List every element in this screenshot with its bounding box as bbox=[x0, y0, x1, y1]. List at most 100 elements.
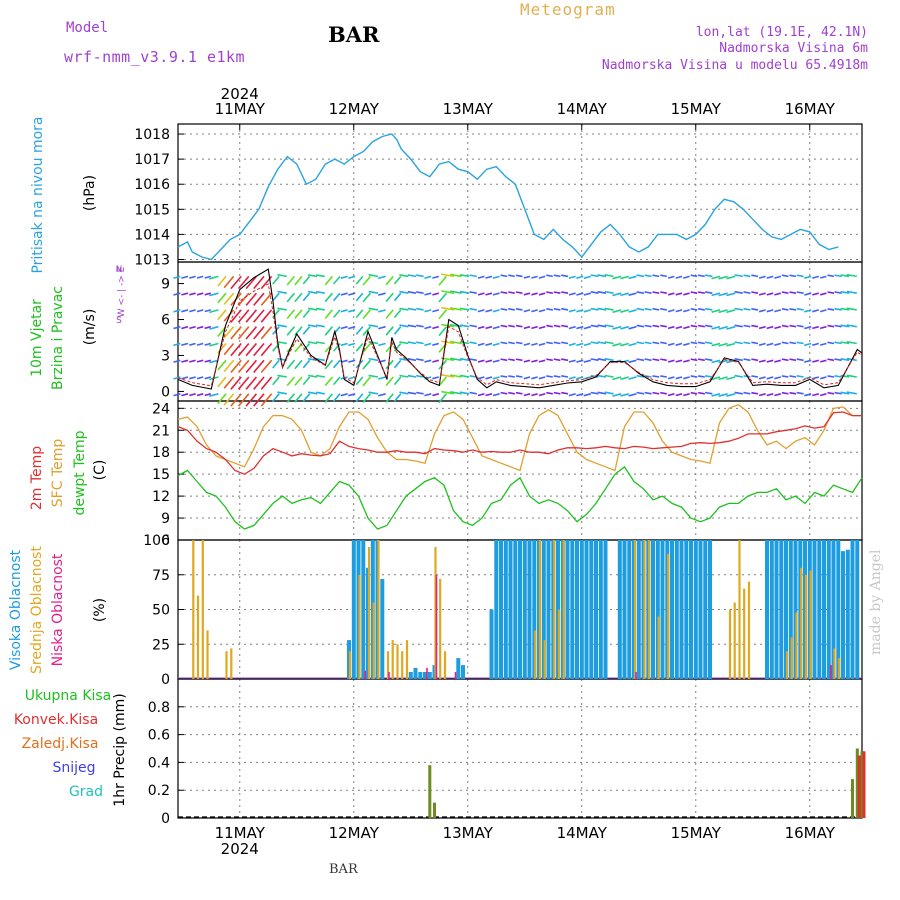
cloud-bar bbox=[594, 540, 598, 679]
wind-barb bbox=[796, 391, 804, 395]
y-tick-label: 3 bbox=[161, 348, 170, 364]
wind-barb bbox=[459, 374, 470, 378]
wind-unit: (m/s) bbox=[82, 309, 98, 346]
wind-barb bbox=[796, 341, 804, 345]
wind-barb bbox=[667, 359, 675, 363]
wind-barb bbox=[690, 358, 698, 362]
cloud-bar bbox=[689, 540, 693, 679]
cloud-bar bbox=[660, 540, 665, 679]
wind-barb bbox=[827, 324, 835, 328]
wind-barb bbox=[781, 274, 789, 278]
wind-barb bbox=[652, 358, 660, 362]
top-day-label: 12MAY bbox=[329, 100, 380, 118]
wind-barb bbox=[675, 359, 683, 363]
wind-barb bbox=[459, 307, 470, 311]
wind-barb bbox=[612, 393, 622, 397]
wind-barb bbox=[173, 325, 181, 330]
wind-barb bbox=[432, 309, 440, 313]
wind-barb bbox=[209, 275, 219, 280]
wind-barb bbox=[407, 374, 417, 378]
pressure-label: Pritisak na nivou mora bbox=[30, 116, 46, 273]
cloud-bar bbox=[518, 540, 522, 679]
wind-barb bbox=[546, 341, 553, 345]
precip-bar bbox=[860, 751, 864, 818]
y-tick-label: 1015 bbox=[134, 202, 170, 218]
precip-bar bbox=[428, 765, 432, 818]
wind-gust-line bbox=[177, 283, 863, 387]
wind-barb bbox=[820, 292, 827, 296]
wind-barb bbox=[340, 342, 348, 347]
pressure-unit: (hPa) bbox=[82, 175, 98, 211]
wind-barb bbox=[812, 376, 820, 380]
wind-barb bbox=[774, 359, 782, 363]
wind-barb bbox=[399, 357, 409, 362]
wind-barb bbox=[181, 342, 189, 346]
wind-barb bbox=[355, 292, 364, 302]
wind-barb bbox=[561, 274, 569, 278]
wind-barb bbox=[399, 307, 409, 311]
wind-barb bbox=[302, 359, 311, 369]
cloud-bar bbox=[426, 667, 428, 679]
cloud-bar bbox=[206, 630, 209, 679]
wind-barb bbox=[636, 374, 645, 378]
wind-barb bbox=[652, 274, 660, 278]
wind-barb bbox=[553, 341, 561, 345]
wind-barb bbox=[196, 292, 204, 296]
wind-barb bbox=[316, 274, 325, 278]
wind-barb bbox=[636, 307, 645, 311]
wind-barb bbox=[781, 341, 789, 345]
wind-barb bbox=[332, 292, 341, 302]
wind-barb bbox=[450, 307, 462, 311]
wind-barb bbox=[628, 275, 637, 280]
wind-barb bbox=[399, 324, 409, 328]
cloud-bar bbox=[565, 540, 570, 679]
wind-barb bbox=[812, 275, 820, 279]
cloud-bar bbox=[196, 595, 200, 679]
wind-barb bbox=[758, 292, 766, 296]
wind-barb bbox=[189, 275, 196, 279]
wind-barb bbox=[774, 376, 782, 380]
wind-barb bbox=[644, 307, 652, 311]
wind-barb bbox=[523, 292, 531, 296]
cloud-label-2: Srednja Oblacnost bbox=[29, 546, 45, 674]
wind-barb bbox=[576, 309, 584, 313]
wind-barb bbox=[378, 275, 386, 280]
wind-barb bbox=[217, 393, 227, 405]
wind-barb bbox=[477, 359, 485, 363]
temperature-panel: 6 9 12 15 18 21 24 bbox=[152, 400, 863, 549]
wind-barb bbox=[697, 291, 705, 294]
wind-barb bbox=[307, 307, 318, 311]
wind-barb bbox=[393, 359, 402, 369]
wind-barb bbox=[316, 341, 325, 345]
wind-barb bbox=[576, 342, 584, 347]
wind-barb bbox=[424, 359, 432, 363]
wind-barb bbox=[477, 309, 485, 313]
wind-barb bbox=[196, 275, 204, 279]
wind-barb bbox=[690, 291, 698, 294]
wind-barb bbox=[667, 376, 675, 380]
wind-barb bbox=[531, 393, 538, 397]
wind-barb bbox=[196, 309, 204, 313]
wind-barb bbox=[441, 273, 455, 278]
wind-barb bbox=[492, 393, 500, 397]
wind-barb bbox=[538, 376, 546, 380]
wind-barb bbox=[204, 359, 212, 363]
wind-barb bbox=[758, 376, 766, 380]
pressure-line bbox=[177, 133, 839, 261]
bottom-day-label: 14MAY bbox=[557, 824, 608, 842]
wind-barb bbox=[751, 291, 759, 294]
wind-barb bbox=[734, 374, 743, 378]
wind-barb bbox=[237, 309, 250, 323]
wind-barb bbox=[781, 308, 789, 311]
wind-barb bbox=[636, 358, 645, 362]
wind-barb bbox=[718, 292, 728, 297]
wind-barb bbox=[362, 326, 372, 336]
precip-legend-item: Snijeg bbox=[52, 760, 95, 776]
wind-barb bbox=[272, 393, 280, 403]
wind-barb bbox=[485, 309, 493, 313]
cloud-bar bbox=[192, 540, 195, 679]
wind-barb bbox=[781, 375, 789, 378]
y-tick-label: 25 bbox=[152, 637, 170, 653]
wind-barb bbox=[604, 324, 614, 328]
